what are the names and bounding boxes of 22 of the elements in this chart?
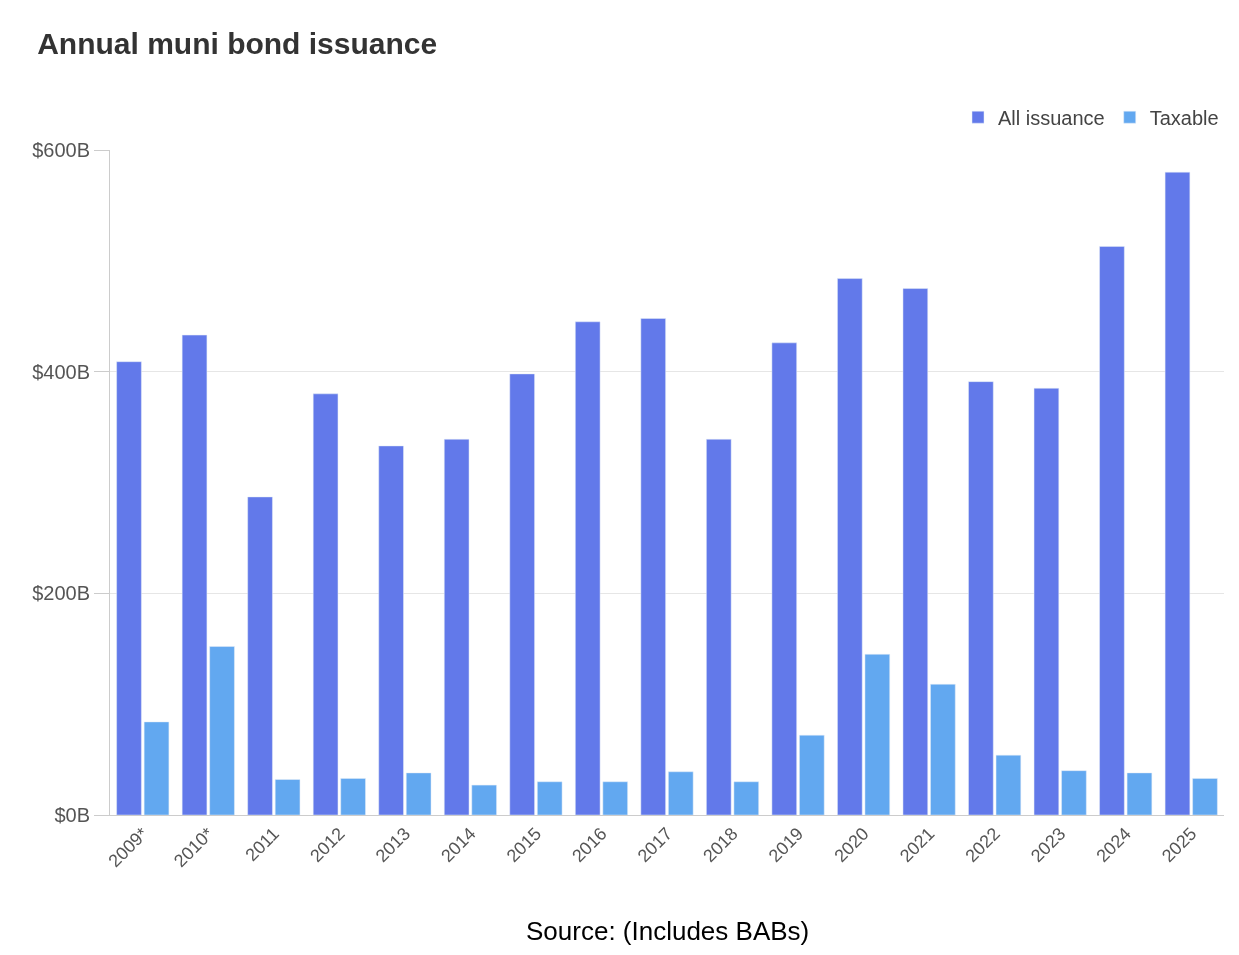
bar — [274, 779, 301, 815]
bar — [668, 771, 694, 815]
bar — [406, 772, 432, 815]
y-tick-label: $200B — [32, 582, 90, 605]
bar — [771, 342, 797, 815]
bar — [378, 445, 404, 815]
y-tick-label: $0B — [54, 804, 90, 826]
bar — [640, 318, 666, 815]
bar — [247, 496, 273, 815]
y-tick-label: $600B — [32, 139, 90, 161]
bar — [1061, 770, 1087, 815]
bar — [509, 373, 535, 815]
y-tick-label: $400B — [32, 360, 90, 383]
bar — [537, 781, 563, 815]
legend-label: All issuance — [998, 107, 1105, 129]
bar — [799, 734, 825, 815]
chart-title: Annual muni bond issuance — [37, 27, 438, 61]
bar — [930, 683, 956, 815]
bar — [902, 288, 928, 815]
source-note: Source: (Includes BABs) — [526, 916, 810, 946]
legend-label: Taxable — [1149, 107, 1219, 129]
bar — [1033, 388, 1060, 815]
